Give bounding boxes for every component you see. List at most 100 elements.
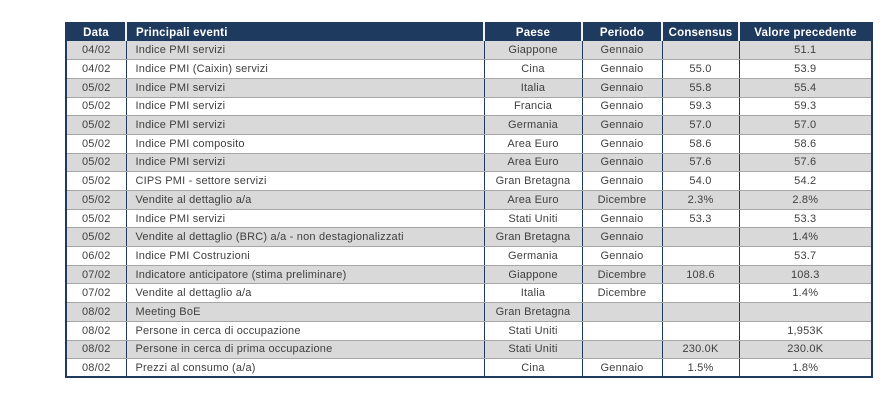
table-row: 07/02 Indicatore anticipatore (stima prel…	[66, 265, 872, 285]
cell-valore: 54.2	[738, 171, 872, 191]
cell-paese: Germania	[483, 246, 582, 266]
cell-evento: Vendite al dettaglio a/a	[125, 283, 484, 304]
cell-paese: Area Euro	[483, 190, 582, 210]
cell-evento: Indice PMI servizi	[125, 41, 484, 61]
cell-evento: Indice PMI servizi	[125, 115, 484, 135]
cell-paese: Stati Uniti	[483, 209, 582, 229]
cell-paese: Gran Bretagna	[483, 302, 582, 322]
table-row: 08/02 Persone in cerca di prima occupazio…	[66, 340, 872, 360]
cell-valore: 53.9	[738, 59, 872, 79]
cell-evento: Vendite al dettaglio a/a	[125, 190, 484, 210]
cell-data: 05/02	[66, 134, 126, 154]
cell-periodo: Gennaio	[581, 97, 662, 117]
cell-periodo: Gennaio	[581, 41, 662, 61]
cell-evento: Persone in cerca di occupazione	[125, 321, 484, 341]
cell-consensus: 58.6	[661, 134, 739, 154]
header-data: Data	[66, 23, 126, 41]
cell-data: 05/02	[66, 115, 126, 135]
cell-valore: 57.6	[738, 153, 872, 173]
cell-data: 08/02	[66, 302, 126, 322]
cell-valore: 1.4%	[738, 283, 872, 304]
cell-periodo: Dicembre	[581, 190, 662, 210]
cell-periodo: Gennaio	[581, 246, 662, 266]
table-row: 05/02 CIPS PMI - settore servizi Gran Bret…	[66, 171, 872, 191]
cell-valore	[738, 302, 872, 322]
cell-consensus: 54.0	[661, 171, 739, 191]
table-row: 06/02 Indice PMI Costruzioni Germania Genna…	[66, 246, 872, 266]
cell-evento: Indice PMI servizi	[125, 78, 484, 98]
cell-consensus: 55.0	[661, 59, 739, 79]
cell-evento: Indice PMI servizi	[125, 153, 484, 173]
cell-periodo: Gennaio	[581, 115, 662, 135]
cell-data: 08/02	[66, 321, 126, 341]
cell-data: 05/02	[66, 171, 126, 191]
cell-valore: 1.8%	[738, 358, 872, 378]
cell-periodo: Gennaio	[581, 171, 662, 191]
cell-paese: Area Euro	[483, 153, 582, 173]
cell-consensus	[661, 227, 739, 248]
cell-valore: 2.8%	[738, 190, 872, 210]
cell-valore: 51.1	[738, 41, 872, 61]
table-header: Data Principali eventi Paese Periodo Con…	[66, 23, 872, 41]
cell-paese: Giappone	[483, 41, 582, 61]
cell-consensus	[661, 321, 739, 341]
cell-periodo	[581, 321, 662, 341]
cell-valore: 53.3	[738, 209, 872, 229]
cell-periodo: Gennaio	[581, 134, 662, 154]
cell-consensus: 55.8	[661, 78, 739, 98]
cell-data: 08/02	[66, 340, 126, 360]
cell-consensus	[661, 246, 739, 266]
cell-evento: Indice PMI (Caixin) servizi	[125, 59, 484, 79]
cell-paese: Gran Bretagna	[483, 171, 582, 191]
cell-paese: Cina	[483, 358, 582, 378]
cell-evento: Prezzi al consumo (a/a)	[125, 358, 484, 378]
header-valore-precedente: Valore precedente	[738, 23, 872, 41]
cell-consensus: 57.6	[661, 153, 739, 173]
cell-evento: Indice PMI composito	[125, 134, 484, 154]
cell-periodo: Dicembre	[581, 283, 662, 304]
cell-consensus: 1.5%	[661, 358, 739, 378]
cell-data: 05/02	[66, 78, 126, 98]
cell-periodo: Gennaio	[581, 227, 662, 248]
table-row: 05/02 Indice PMI composito Area Euro Gennai…	[66, 134, 872, 154]
cell-consensus: 108.6	[661, 265, 739, 285]
cell-paese: Giappone	[483, 265, 582, 285]
cell-consensus: 57.0	[661, 115, 739, 135]
table-row: 04/02 Indice PMI servizi Giappone Gennaio 51…	[66, 41, 872, 61]
cell-data: 04/02	[66, 41, 126, 61]
cell-valore: 1.4%	[738, 227, 872, 248]
table-row: 05/02 Indice PMI servizi Area Euro Gennaio 5…	[66, 153, 872, 173]
header-paese: Paese	[483, 23, 582, 41]
economic-calendar: Data Principali eventi Paese Periodo Con…	[65, 22, 873, 379]
cell-periodo: Gennaio	[581, 59, 662, 79]
table-row: 08/02 Persone in cerca di occupazione Stat…	[66, 321, 872, 341]
cell-valore: 57.0	[738, 115, 872, 135]
cell-data: 07/02	[66, 265, 126, 285]
header-periodo: Periodo	[581, 23, 662, 41]
cell-valore: 55.4	[738, 78, 872, 98]
cell-evento: Persone in cerca di prima occupazione	[125, 340, 484, 360]
cell-paese: Italia	[483, 283, 582, 304]
cell-paese: Italia	[483, 78, 582, 98]
table-row: 05/02 Vendite al dettaglio (BRC) a/a - no…	[66, 227, 872, 248]
cell-evento: Vendite al dettaglio (BRC) a/a - non des…	[125, 227, 484, 248]
cell-valore: 53.7	[738, 246, 872, 266]
cell-consensus	[661, 302, 739, 322]
table-row: 04/02 Indice PMI (Caixin) servizi Cina Genn…	[66, 59, 872, 79]
cell-data: 05/02	[66, 190, 126, 210]
table-row: 05/02 Indice PMI servizi Italia Gennaio 55.8…	[66, 78, 872, 98]
header-row: Data Principali eventi Paese Periodo Con…	[66, 23, 872, 41]
cell-periodo	[581, 340, 662, 360]
cell-paese: Germania	[483, 115, 582, 135]
cell-consensus	[661, 283, 739, 304]
cell-periodo: Gennaio	[581, 78, 662, 98]
cell-consensus	[661, 41, 739, 61]
economic-calendar-table: Data Principali eventi Paese Periodo Con…	[65, 22, 873, 379]
cell-consensus: 59.3	[661, 97, 739, 117]
cell-consensus: 2.3%	[661, 190, 739, 210]
table-row: 05/02 Indice PMI servizi Germania Gennaio 57…	[66, 115, 872, 135]
cell-periodo: Gennaio	[581, 209, 662, 229]
cell-valore: 230.0K	[738, 340, 872, 360]
table-row: 07/02 Vendite al dettaglio a/a Italia Dicem…	[66, 283, 872, 304]
header-eventi: Principali eventi	[125, 23, 484, 41]
